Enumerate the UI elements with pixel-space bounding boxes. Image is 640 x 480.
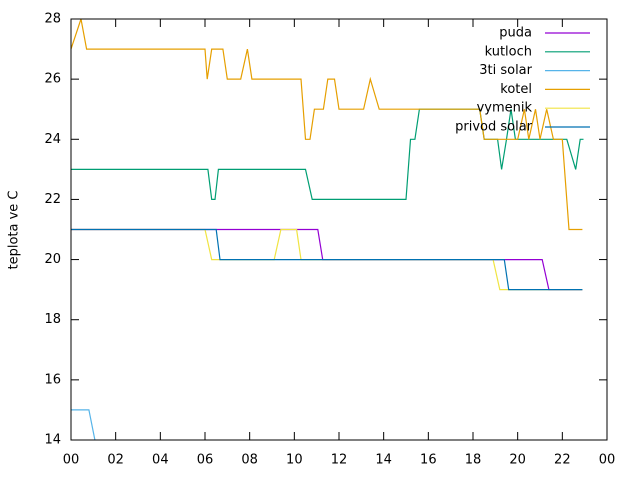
x-tick-label: 20 (509, 453, 526, 468)
series-line (70, 18, 583, 231)
y-tick-label: 24 (44, 132, 61, 147)
legend-label: kotel (500, 82, 532, 97)
plot-frame (70, 18, 608, 441)
x-tick-label: 16 (420, 453, 437, 468)
legend-label: vymenik (477, 101, 533, 116)
y-tick-label: 26 (44, 72, 61, 87)
y-axis-label: teplota ve C (7, 190, 22, 269)
x-tick-label: 18 (465, 453, 482, 468)
x-tick-label: 04 (152, 453, 169, 468)
y-tick-label: 22 (44, 192, 61, 207)
x-tick-label: 10 (286, 453, 303, 468)
x-tick-label: 06 (197, 453, 214, 468)
y-tick-label: 28 (44, 12, 61, 27)
x-tick-label: 00 (599, 453, 616, 468)
y-tick-label: 14 (44, 433, 61, 448)
legend-label: puda (499, 26, 532, 41)
x-tick-label: 08 (241, 453, 258, 468)
y-tick-label: 20 (44, 252, 61, 267)
x-tick-label: 00 (63, 453, 80, 468)
x-tick-label: 22 (554, 453, 571, 468)
x-tick-label: 12 (331, 453, 348, 468)
x-tick-label: 02 (107, 453, 124, 468)
series-line (71, 228, 583, 291)
x-tick-label: 14 (375, 453, 392, 468)
legend-label: 3ti solar (479, 63, 532, 78)
y-tick-label: 18 (44, 312, 61, 327)
series-line (71, 409, 96, 441)
legend-label: kutloch (485, 44, 532, 59)
series-line (71, 228, 583, 291)
y-tick-label: 16 (44, 372, 61, 387)
legend-label: privod solar (455, 120, 533, 135)
